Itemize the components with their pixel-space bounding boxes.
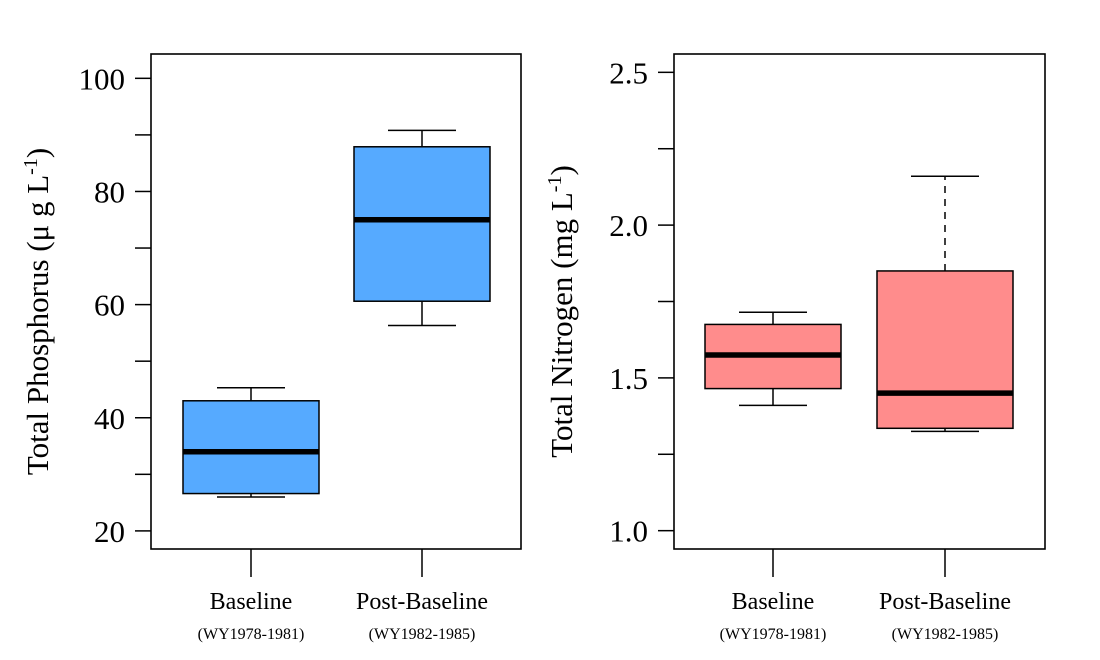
y-tick-label: 2.0 [609, 208, 648, 243]
box-2 [353, 129, 491, 327]
y-tick-label: 100 [79, 61, 126, 96]
y-tick-label: 60 [94, 288, 125, 323]
x-tick-label: Post-Baseline [356, 589, 488, 615]
y-axis-label: Total Nitrogen (mg L-1) [544, 165, 579, 458]
iqr-box [876, 270, 1014, 430]
iqr-box [182, 400, 320, 495]
plot-frame [150, 53, 522, 550]
box-1 [704, 311, 842, 407]
x-tick-sublabel: (WY1978-1981) [720, 626, 827, 643]
x-tick-label: Baseline [210, 589, 293, 615]
x-tick-sublabel: (WY1978-1981) [198, 626, 305, 643]
x-tick-label: Baseline [732, 589, 815, 615]
y-axis-label-superscript: -1 [544, 176, 566, 193]
box-2 [876, 175, 1014, 433]
y-axis-label: Total Phosphorus (μ g L-1) [20, 148, 55, 475]
y-tick-label: 40 [94, 401, 125, 436]
x-tick-sublabel: (WY1982-1985) [369, 626, 476, 643]
box-1 [182, 387, 320, 498]
y-tick-label: 80 [94, 174, 125, 209]
panel-2: 1.0 1.5 2.0 2.5 Total Nitrogen (mg L-1) Basel… [544, 53, 1046, 643]
iqr-box [353, 146, 491, 302]
panel-1: 20 40 60 80 100 Total Phosphorus (μ g L-1) Bas… [20, 53, 522, 643]
y-tick-label: 1.0 [609, 514, 648, 549]
x-tick-label: Post-Baseline [879, 589, 1011, 615]
y-tick-label: 20 [94, 514, 125, 549]
y-axis-label-superscript: -1 [20, 158, 42, 175]
y-tick-label: 1.5 [609, 361, 648, 396]
x-tick-sublabel: (WY1982-1985) [892, 626, 999, 643]
y-tick-label: 2.5 [609, 55, 648, 90]
